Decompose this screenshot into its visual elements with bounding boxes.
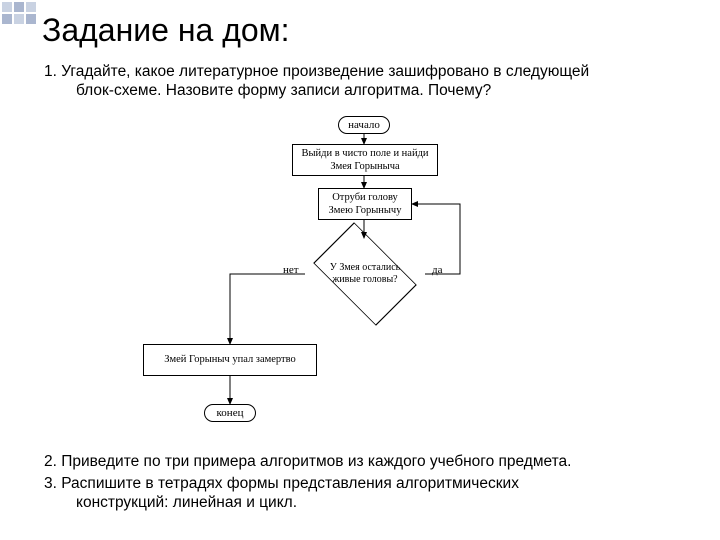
flow-node-p3: Змей Горыныч упал замертво [143,344,317,376]
flow-node-p1-label: Выйди в чисто поле и найди Змея Горыныча [301,147,428,173]
task-item-3-line2: конструкций: линейная и цикл. [44,493,684,512]
flow-node-p2-label: Отруби голову Змею Горынычу [329,191,402,217]
flow-edge-label-no: нет [283,264,299,276]
flow-node-p2: Отруби голову Змею Горынычу [318,188,412,220]
task-item-3: 3. Распишите в тетрадях формы представле… [44,474,684,513]
flow-node-decision: У Змея остались живые головы? [305,238,425,310]
flow-edge-label-yes: да [432,264,442,276]
slide: Задание на дом: 1. Угадайте, какое литер… [0,0,720,540]
flow-node-decision-label: У Змея остались живые головы? [305,238,425,310]
flow-node-p3-label: Змей Горыныч упал замертво [164,353,296,366]
flow-node-end: конец [204,404,256,422]
task-item-2: 2. Приведите по три примера алгоритмов и… [44,452,684,471]
flow-node-p1: Выйди в чисто поле и найди Змея Горыныча [292,144,438,176]
flow-node-start: начало [338,116,390,134]
task-item-3-line1: 3. Распишите в тетрадях формы представле… [44,475,519,492]
